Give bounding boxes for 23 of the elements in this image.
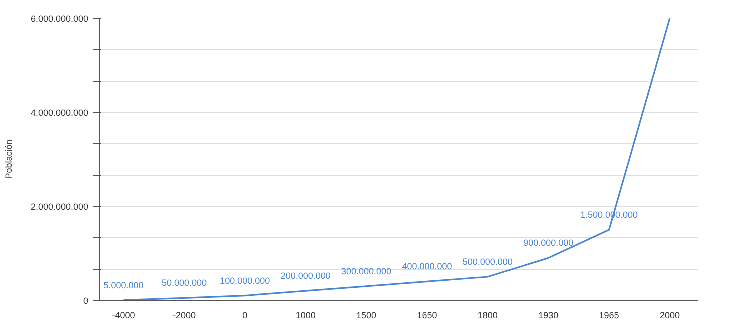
x-tick-label: -2000: [172, 310, 196, 320]
data-label: 900.000.000: [524, 238, 574, 248]
data-label: 300.000.000: [342, 266, 392, 276]
data-label: 5.000.000: [104, 280, 144, 290]
x-tick-label: 1650: [417, 310, 438, 320]
data-label: 400.000.000: [402, 262, 452, 272]
x-tick-label: 1930: [538, 310, 559, 320]
x-tick-label: 0: [242, 310, 248, 320]
y-axis-title: Población: [4, 140, 14, 180]
y-tick-label: 4.000.000.000: [30, 108, 89, 118]
data-label: 100.000.000: [220, 276, 270, 286]
x-tick-label: 1000: [296, 310, 316, 320]
data-label: 200.000.000: [280, 271, 331, 282]
x-tick-label: 1800: [478, 310, 498, 320]
x-tick-label: 1500: [356, 310, 377, 320]
x-tick-label: 1965: [599, 310, 620, 320]
data-label: 50.000.000: [162, 278, 207, 288]
x-tick-label: 2000: [660, 310, 680, 320]
y-tick-label: 2.000.000.000: [30, 202, 89, 212]
y-tick-label: 6.000.000.000: [30, 14, 89, 24]
x-tick-label: -4000: [112, 310, 136, 320]
data-label: 500.000.000: [462, 257, 513, 267]
y-tick-label: 0: [83, 296, 89, 306]
